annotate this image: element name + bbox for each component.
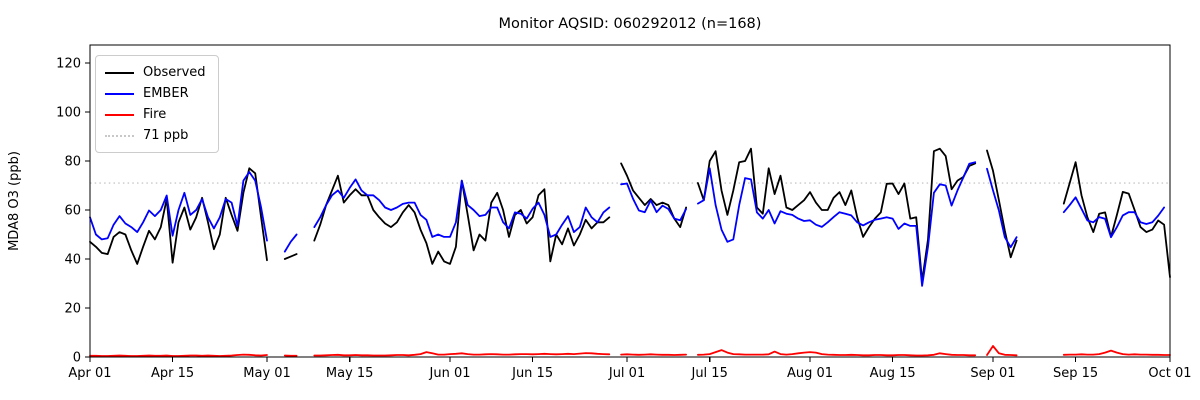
y-tick-label: 120 [56,57,81,72]
observed-line [89,147,1171,282]
legend-swatch-observed [105,71,134,74]
x-tick-label: Jun 01 [429,366,471,381]
y-tick-label: 100 [56,106,81,121]
y-tick-label: 80 [64,155,81,170]
ember-line [89,161,1165,287]
legend-item-observed: Observed [105,62,206,83]
x-tick-label: Oct 01 [1148,366,1191,381]
axes-spines [89,44,1171,358]
legend-label: Observed [143,65,206,80]
legend-swatch-71-ppb [105,134,134,137]
y-axis-label: MDA8 O3 (ppb) [7,151,22,251]
x-tick-label: Apr 01 [68,366,111,381]
fire-line [89,345,1171,357]
x-tick-label: May 15 [326,366,374,381]
chart-title: Monitor AQSID: 060292012 (n=168) [498,16,762,32]
y-tick-label: 40 [64,253,81,268]
legend-swatch-fire [105,113,134,116]
legend-label: 71 ppb [143,128,189,143]
legend: Observed EMBER Fire 71 ppb [95,55,219,153]
legend-label: Fire [143,107,167,122]
x-tick-label: Aug 01 [787,366,833,381]
x-tick-label: Jul 15 [690,366,727,381]
legend-swatch-ember [105,92,134,95]
x-tick-label: Jul 01 [608,366,645,381]
legend-label: EMBER [143,86,189,101]
x-tick-label: Sep 15 [1053,366,1098,381]
x-tick-label: Aug 15 [870,366,916,381]
y-tick-label: 20 [64,302,81,317]
x-tick-label: Sep 01 [970,366,1015,381]
y-tick-label: 60 [64,204,81,219]
x-tick-label: Apr 15 [151,366,194,381]
x-tick-label: Jun 15 [511,366,553,381]
x-tick-label: May 01 [243,366,291,381]
legend-item-fire: Fire [105,104,206,125]
legend-item-71-ppb: 71 ppb [105,125,206,146]
legend-item-ember: EMBER [105,83,206,104]
y-tick-label: 0 [73,351,81,366]
